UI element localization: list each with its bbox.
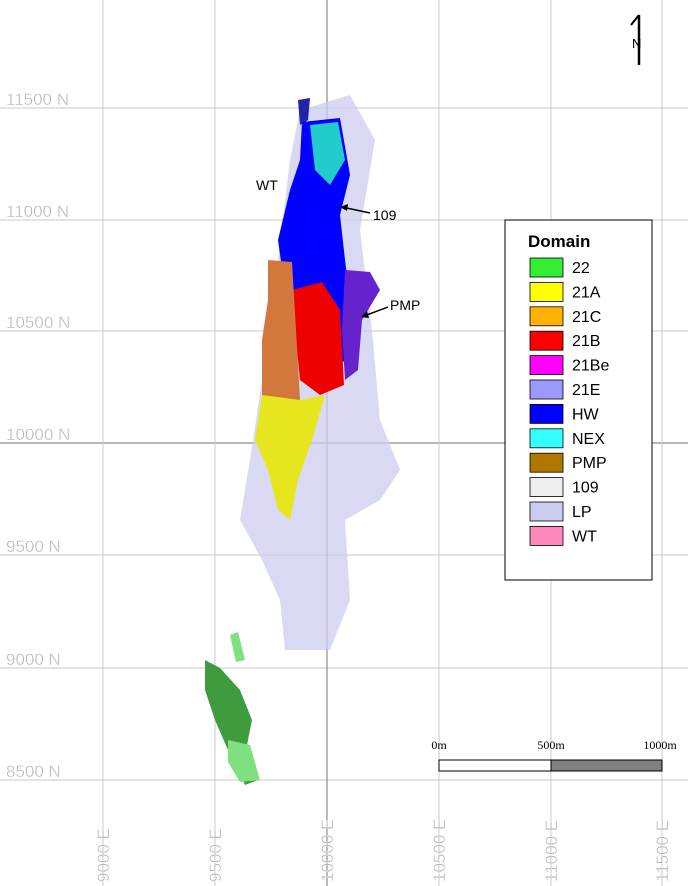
easting-label: 10500 E <box>430 819 449 882</box>
scale-label: 500m <box>537 738 565 752</box>
legend-swatch <box>529 379 564 400</box>
legend-label: NEX <box>572 431 605 448</box>
annotation: 109 <box>373 207 397 223</box>
legend-swatch <box>529 526 564 546</box>
easting-label: 11000 E <box>542 820 561 882</box>
scale-segment <box>438 759 552 772</box>
legend-swatch <box>529 428 564 449</box>
legend-box <box>504 219 653 581</box>
northing-label: 11000 N <box>6 202 69 221</box>
legend-label: 21B <box>572 333 600 350</box>
northing-label: 11500 N <box>6 90 69 109</box>
scale-label: 0m <box>431 738 447 752</box>
legend-swatch <box>529 257 564 278</box>
legend-label: 22 <box>572 260 590 277</box>
legend-label: 21E <box>572 382 600 399</box>
easting-label: 9500 E <box>206 828 225 882</box>
21a-body <box>255 395 325 520</box>
northing-label: 8500 N <box>6 762 61 781</box>
legend-title: Domain <box>528 232 590 251</box>
arrow-head <box>340 204 348 211</box>
annotation: PMP <box>390 297 420 313</box>
scale-segment <box>550 759 663 772</box>
legend-label: 109 <box>572 480 599 497</box>
legend: Domain 22 21A 21C 21B 21Be 21E HW NEX PMP 109 LP WT <box>504 219 653 581</box>
legend-swatch <box>529 477 564 498</box>
legend-label: 21C <box>572 309 601 326</box>
annotations: WT 109 PMP <box>256 177 420 318</box>
nex-body <box>310 122 345 185</box>
22-body <box>230 632 245 662</box>
arrow-head <box>361 311 369 318</box>
legend-label: 21Be <box>572 358 609 375</box>
legend-swatch <box>529 330 564 351</box>
legend-swatch <box>529 452 564 473</box>
legend-label: 21A <box>572 284 601 301</box>
northing-label: 10000 N <box>6 425 70 444</box>
22-body <box>228 740 260 782</box>
legend-label: LP <box>572 504 592 521</box>
north-arrow: N <box>630 14 641 65</box>
northing-label: 9500 N <box>6 537 61 556</box>
legend-swatch <box>529 306 564 327</box>
north-label: N <box>632 36 641 51</box>
scale-bar: 0m 500m 1000m <box>431 738 677 772</box>
annotation: WT <box>256 177 278 193</box>
scale-label: 1000m <box>643 738 677 752</box>
pmp-body <box>342 270 380 380</box>
legend-swatch <box>529 403 564 424</box>
ore-bodies <box>205 95 400 785</box>
easting-label: 9000 E <box>94 828 113 882</box>
21b-body <box>292 282 344 395</box>
hw-body <box>298 98 310 125</box>
legend-label: WT <box>572 528 597 545</box>
legend-swatch <box>529 281 564 302</box>
legend-label: PMP <box>572 455 607 472</box>
easting-label: 10000 E <box>318 819 337 882</box>
legend-swatch <box>529 355 564 376</box>
easting-label: 11500 E <box>653 820 672 882</box>
legend-swatch <box>529 501 564 522</box>
21c-body <box>262 260 300 415</box>
legend-label: HW <box>572 406 600 423</box>
northing-label: 10500 N <box>6 313 70 332</box>
northing-label: 9000 N <box>6 650 61 669</box>
north-head <box>630 14 640 26</box>
